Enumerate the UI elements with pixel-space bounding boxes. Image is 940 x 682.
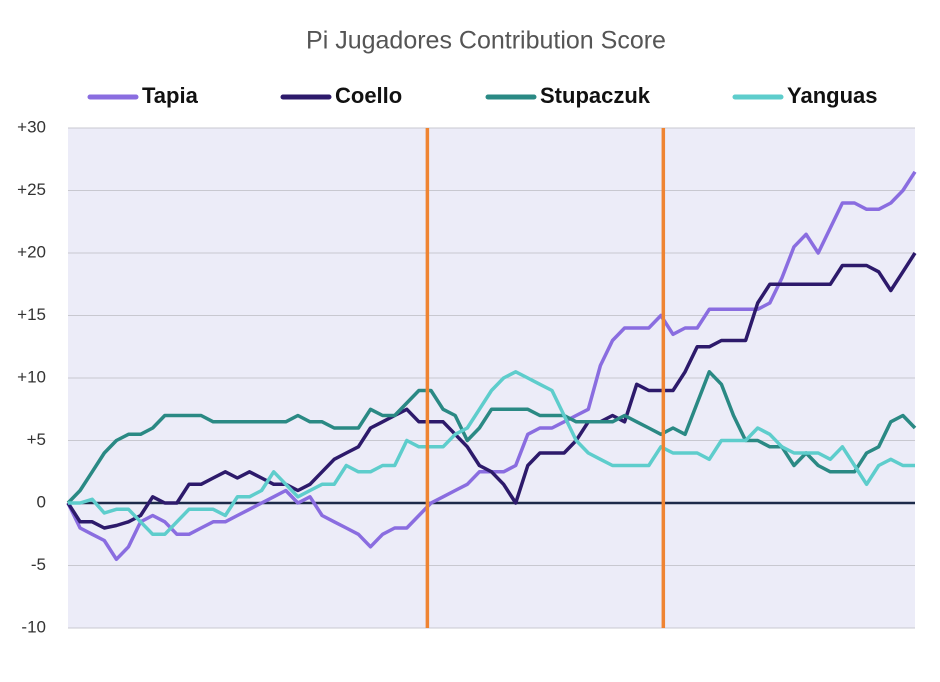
chart-title: Pi Jugadores Contribution Score	[306, 27, 666, 55]
series-line	[66, 252, 917, 530]
y-tick-label: -10	[21, 617, 46, 636]
legend-label: Tapia	[142, 83, 199, 108]
legend-label: Coello	[335, 83, 402, 108]
y-tick-label: +30	[17, 117, 46, 136]
y-tick-label: 0	[37, 492, 46, 511]
y-tick-label: -5	[31, 555, 46, 574]
y-tick-label: +15	[17, 305, 46, 324]
series-line	[66, 370, 917, 505]
y-tick-label: +10	[17, 367, 46, 386]
y-tick-label: +25	[17, 180, 46, 199]
legend-label: Stupaczuk	[540, 83, 651, 108]
y-tick-label: +20	[17, 242, 46, 261]
legend-label: Yanguas	[787, 83, 877, 108]
series-line	[68, 370, 915, 537]
y-tick-label: +5	[27, 430, 46, 449]
